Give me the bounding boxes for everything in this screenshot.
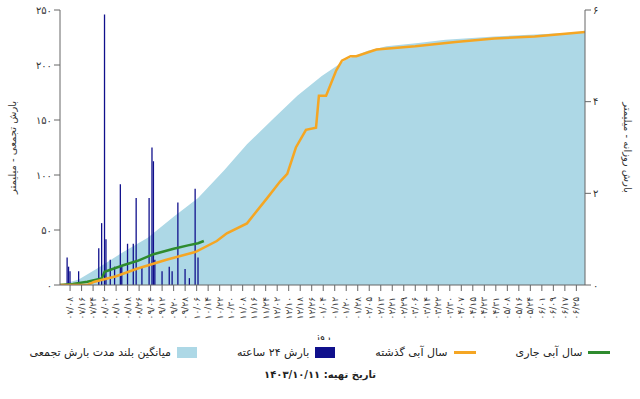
svg-text:۰۲/۱۳: ۰۲/۱۳ [376, 297, 386, 320]
svg-text:۲: ۲ [593, 188, 598, 199]
svg-text:۱۵۰: ۱۵۰ [36, 115, 52, 126]
svg-text:۰۲/۲۹: ۰۲/۲۹ [399, 297, 409, 320]
svg-text:۰۹/۲۰: ۰۹/۲۰ [169, 297, 179, 319]
svg-text:۰۸/۲۶: ۰۸/۲۶ [134, 297, 144, 320]
svg-text:۰۷/۰۸: ۰۷/۰۸ [65, 297, 75, 320]
svg-text:۱۰/۳۰: ۱۰/۳۰ [226, 297, 236, 319]
svg-text:۰۱/۲۸: ۰۱/۲۸ [353, 297, 363, 320]
svg-text:۰: ۰ [593, 280, 598, 291]
svg-text:۱۱/۱۶: ۱۱/۱۶ [249, 297, 259, 320]
svg-text:۲۵۰: ۲۵۰ [36, 5, 52, 16]
svg-text:۱۲/۱۸: ۱۲/۱۸ [295, 297, 305, 320]
svg-text:۰۷/۲۴: ۰۷/۲۴ [88, 297, 98, 320]
svg-text:۵۰: ۵۰ [41, 225, 52, 236]
svg-text:۰۶/۲۵: ۰۶/۲۵ [571, 297, 581, 320]
svg-text:۰۳/۲۲: ۰۳/۲۲ [433, 297, 443, 320]
svg-text:۰۵/۰۸: ۰۵/۰۸ [502, 297, 512, 320]
svg-text:۰۸/۱۰: ۰۸/۱۰ [111, 297, 121, 319]
svg-text:۱۲/۰۲: ۱۲/۰۲ [272, 297, 282, 320]
svg-text:۰۸/۱۸: ۰۸/۱۸ [123, 297, 133, 320]
svg-text:۰۲/۲۱: ۰۲/۲۱ [387, 297, 397, 319]
html-text:تاریخ تهیه: ۱۴۰۳/۱۰/۱۱: تاریخ تهیه: ۱۴۰۳/۱۰/۱۱ [264, 369, 376, 380]
svg-text:روز: روز [314, 330, 331, 340]
svg-text:۰۴/۲۳: ۰۴/۲۳ [479, 297, 489, 320]
svg-text:بارش روزانه - میلیمتر: بارش روزانه - میلیمتر [621, 101, 632, 192]
svg-text:بارش تجمعی - میلیمتر: بارش تجمعی - میلیمتر [8, 101, 18, 195]
svg-text:۰۷/۱۶: ۰۷/۱۶ [77, 297, 87, 320]
svg-text:۰۲/۰۵: ۰۲/۰۵ [364, 297, 374, 320]
svg-text:۱۰/۲۲: ۱۰/۲۲ [215, 297, 225, 320]
svg-text:۱۱/۰۸: ۱۱/۰۸ [238, 297, 248, 320]
svg-text:۰۵/۱۶: ۰۵/۱۶ [514, 297, 524, 320]
html-text:میانگین بلند مدت بارش تجمعی: میانگین بلند مدت بارش تجمعی [29, 346, 171, 359]
svg-text:۱۰/۰۶: ۱۰/۰۶ [192, 297, 202, 320]
svg-text:۰۳/۰۶: ۰۳/۰۶ [410, 297, 420, 320]
svg-text:۰۳/۳۰: ۰۳/۳۰ [445, 297, 455, 319]
svg-text:۰۸/۰۲: ۰۸/۰۲ [100, 297, 110, 320]
svg-text:۰۶/۰۱: ۰۶/۰۱ [537, 297, 547, 319]
svg-text:۱۲/۲۶: ۱۲/۲۶ [307, 297, 317, 320]
svg-text:۱۱/۲۴: ۱۱/۲۴ [261, 297, 271, 320]
svg-text:۲۰۰: ۲۰۰ [36, 60, 52, 71]
svg-text:۰۹/۱۲: ۰۹/۱۲ [157, 297, 167, 320]
svg-text:۴: ۴ [593, 96, 598, 107]
svg-text:۰۳/۱۴: ۰۳/۱۴ [422, 297, 432, 320]
svg-text:۱۰۰: ۱۰۰ [36, 170, 52, 181]
svg-text:۰۴/۰۷: ۰۴/۰۷ [456, 297, 466, 320]
svg-text:۰۹/۰۴: ۰۹/۰۴ [146, 297, 156, 320]
svg-text:۰۵/۲۴: ۰۵/۲۴ [525, 297, 535, 320]
svg-text:۱۰/۱۴: ۱۰/۱۴ [203, 297, 213, 320]
html-text:سال آبی گذشته: سال آبی گذشته [375, 346, 448, 359]
svg-text:۰۶/۱۷: ۰۶/۱۷ [560, 297, 570, 320]
svg-text:۰۱/۱۲: ۰۱/۱۲ [330, 297, 340, 320]
svg-text:۱۲/۱۰: ۱۲/۱۰ [284, 297, 294, 319]
html-text:بارش ۲۴ ساعته: بارش ۲۴ ساعته [236, 346, 310, 359]
svg-text:۰۱/۲۰: ۰۱/۲۰ [341, 297, 351, 319]
svg-text:۰۶/۰۹: ۰۶/۰۹ [548, 297, 558, 320]
svg-text:۶: ۶ [593, 5, 598, 16]
svg-text:۰۱/۰۴: ۰۱/۰۴ [318, 297, 328, 320]
svg-text:۰۹/۲۸: ۰۹/۲۸ [180, 297, 190, 320]
html-text:سال آبی جاری: سال آبی جاری [515, 346, 583, 359]
svg-text:۰۴/۱۵: ۰۴/۱۵ [468, 297, 478, 320]
svg-text:۰: ۰ [47, 280, 52, 291]
svg-text:۰۴/۳۱: ۰۴/۳۱ [491, 297, 501, 319]
